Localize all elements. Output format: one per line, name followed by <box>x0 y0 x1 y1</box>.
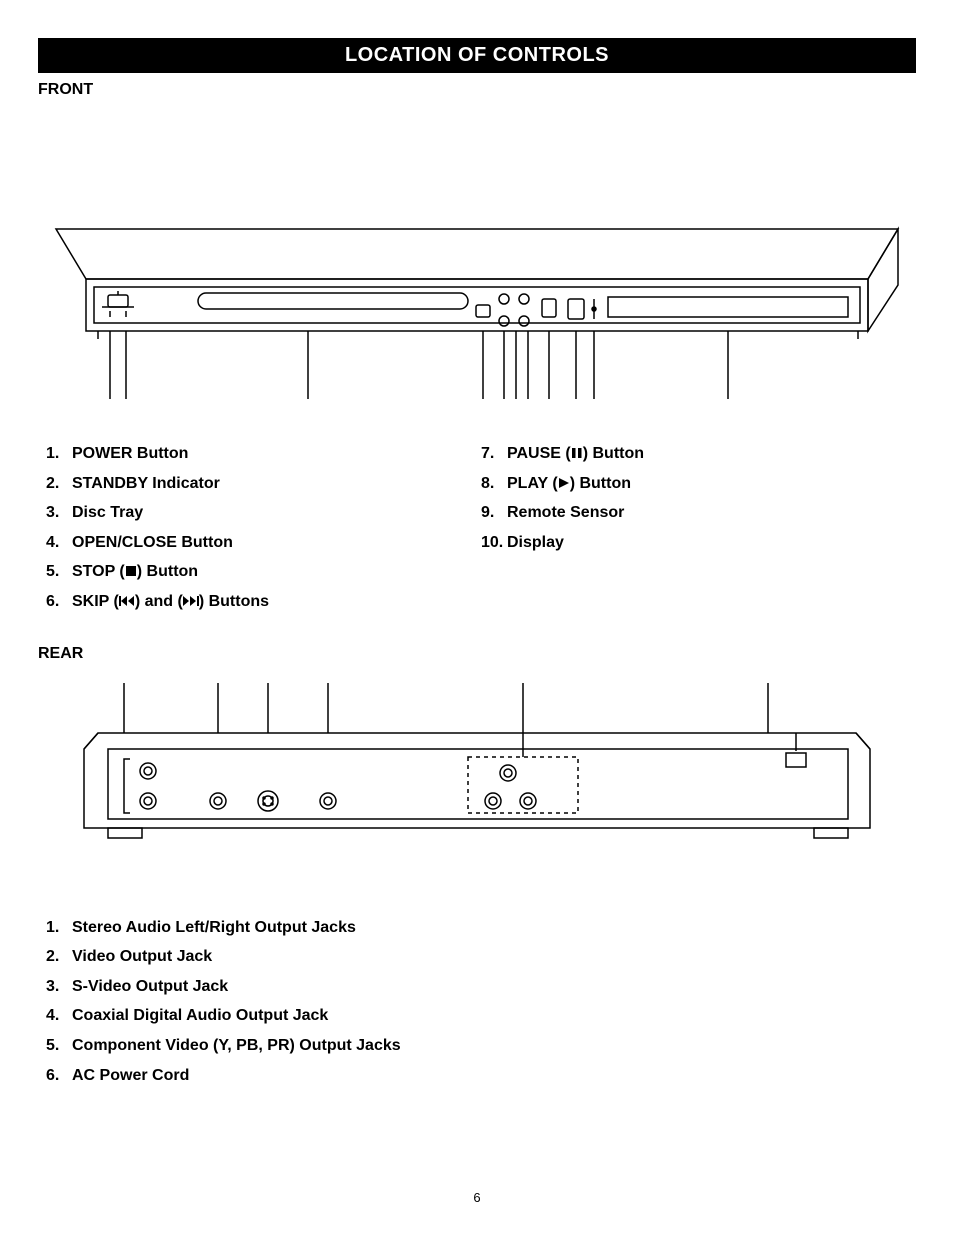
list-item: 9.Remote Sensor <box>481 498 916 528</box>
list-text: PAUSE () Button <box>507 445 644 462</box>
page-number: 6 <box>0 1190 954 1205</box>
list-text: S-Video Output Jack <box>72 978 228 995</box>
list-number: 2. <box>46 942 72 972</box>
front-lists: 1.POWER Button2.STANDBY Indicator3.Disc … <box>38 439 916 617</box>
list-number: 4. <box>46 1001 72 1031</box>
list-number: 4. <box>46 528 72 558</box>
prev-icon <box>119 595 135 607</box>
stop-icon <box>125 565 137 577</box>
list-text: SKIP () and () Buttons <box>72 593 269 610</box>
list-number: 8. <box>481 469 507 499</box>
list-text: STOP () Button <box>72 563 198 580</box>
list-number: 3. <box>46 972 72 1002</box>
list-item: 10.Display <box>481 528 916 558</box>
list-number: 6. <box>46 587 72 617</box>
list-text: STANDBY Indicator <box>72 475 220 492</box>
list-number: 10. <box>481 528 507 558</box>
list-item: 2.STANDBY Indicator <box>46 469 481 499</box>
list-item: 7.PAUSE () Button <box>481 439 916 469</box>
list-item: 4.OPEN/CLOSE Button <box>46 528 481 558</box>
list-item: 8.PLAY () Button <box>481 469 916 499</box>
list-text: PLAY () Button <box>507 475 631 492</box>
list-text: POWER Button <box>72 445 188 462</box>
list-text: Display <box>507 534 564 551</box>
list-item: 4.Coaxial Digital Audio Output Jack <box>46 1001 916 1031</box>
header-bar: LOCATION OF CONTROLS <box>38 38 916 73</box>
list-number: 7. <box>481 439 507 469</box>
list-text: Video Output Jack <box>72 948 212 965</box>
list-item: 1.POWER Button <box>46 439 481 469</box>
list-item: 2.Video Output Jack <box>46 942 916 972</box>
list-item: 5.Component Video (Y, PB, PR) Output Jac… <box>46 1031 916 1061</box>
rear-label: REAR <box>38 645 916 663</box>
list-text: Coaxial Digital Audio Output Jack <box>72 1007 328 1024</box>
list-number: 5. <box>46 557 72 587</box>
list-number: 1. <box>46 439 72 469</box>
list-number: 5. <box>46 1031 72 1061</box>
play-icon <box>558 477 570 489</box>
list-text: AC Power Cord <box>72 1067 189 1084</box>
list-item: 6.AC Power Cord <box>46 1061 916 1091</box>
list-text: Stereo Audio Left/Right Output Jacks <box>72 919 356 936</box>
list-item: 1.Stereo Audio Left/Right Output Jacks <box>46 913 916 943</box>
list-number: 3. <box>46 498 72 528</box>
list-item: 6.SKIP () and () Buttons <box>46 587 481 617</box>
list-text: Component Video (Y, PB, PR) Output Jacks <box>72 1037 401 1054</box>
pause-icon <box>571 447 583 459</box>
front-diagram <box>38 99 916 419</box>
list-number: 2. <box>46 469 72 499</box>
list-text: Remote Sensor <box>507 504 624 521</box>
front-label: FRONT <box>38 81 916 99</box>
list-text: Disc Tray <box>72 504 143 521</box>
list-item: 5.STOP () Button <box>46 557 481 587</box>
list-number: 1. <box>46 913 72 943</box>
list-number: 9. <box>481 498 507 528</box>
list-number: 6. <box>46 1061 72 1091</box>
list-text: OPEN/CLOSE Button <box>72 534 233 551</box>
list-item: 3.Disc Tray <box>46 498 481 528</box>
rear-diagram <box>38 663 916 893</box>
prev-icon <box>183 595 199 607</box>
rear-lists: 1.Stereo Audio Left/Right Output Jacks2.… <box>38 913 916 1091</box>
list-item: 3.S-Video Output Jack <box>46 972 916 1002</box>
